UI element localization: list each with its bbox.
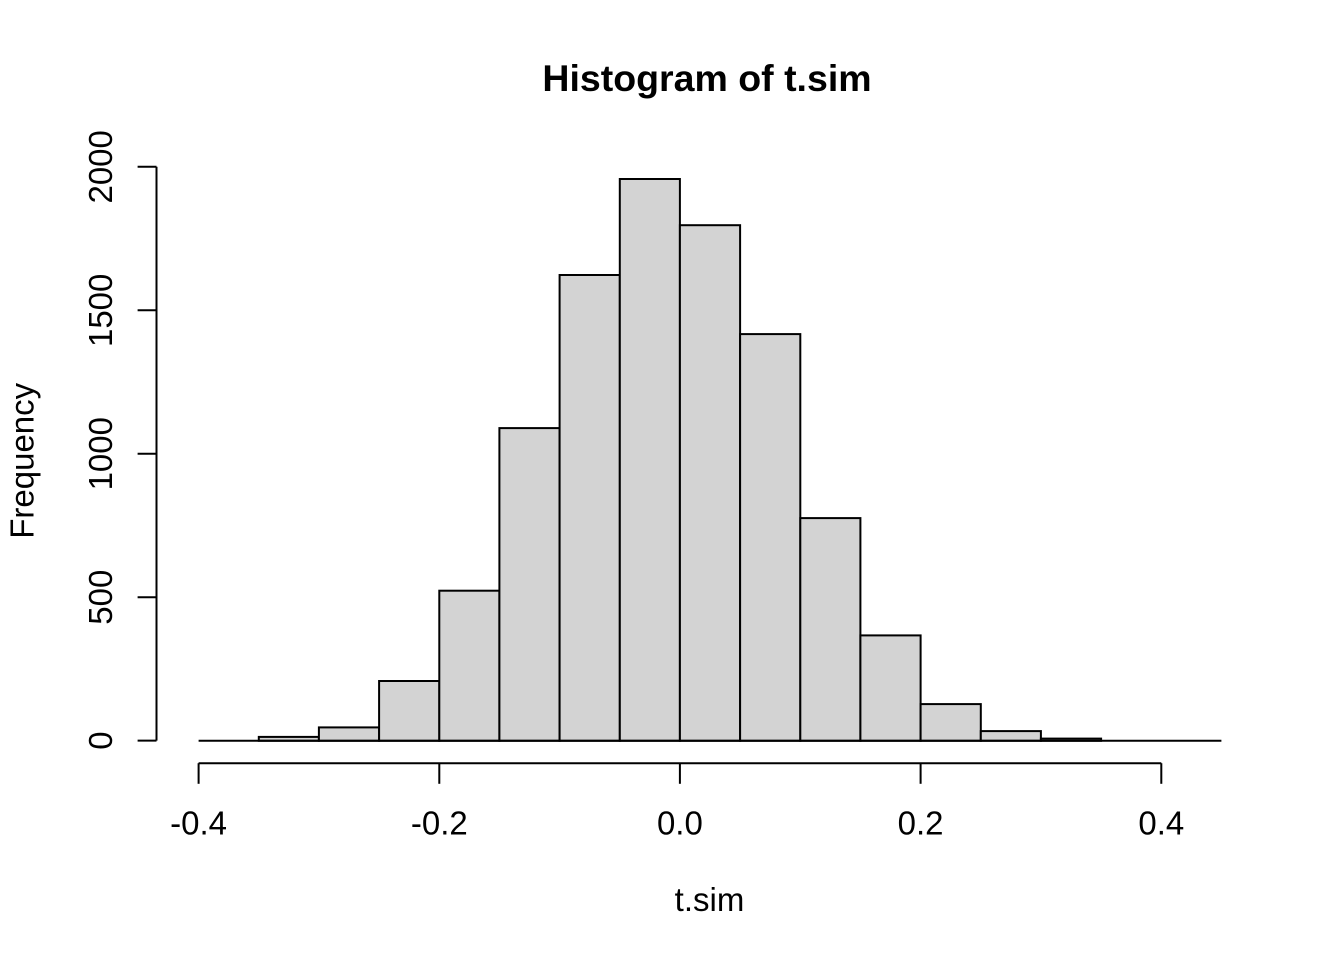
svg-text:Histogram of t.sim: Histogram of t.sim xyxy=(542,57,871,99)
svg-text:Frequency: Frequency xyxy=(4,382,41,538)
svg-text:-0.2: -0.2 xyxy=(411,804,468,841)
svg-text:2000: 2000 xyxy=(82,130,119,203)
svg-text:0.0: 0.0 xyxy=(657,804,703,841)
svg-text:0.4: 0.4 xyxy=(1138,804,1184,841)
svg-text:1500: 1500 xyxy=(82,274,119,347)
svg-text:1000: 1000 xyxy=(82,417,119,490)
svg-text:500: 500 xyxy=(82,570,119,625)
svg-text:0: 0 xyxy=(82,731,119,749)
svg-text:0.2: 0.2 xyxy=(898,804,944,841)
svg-text:-0.4: -0.4 xyxy=(170,804,227,841)
svg-text:t.sim: t.sim xyxy=(675,881,745,918)
